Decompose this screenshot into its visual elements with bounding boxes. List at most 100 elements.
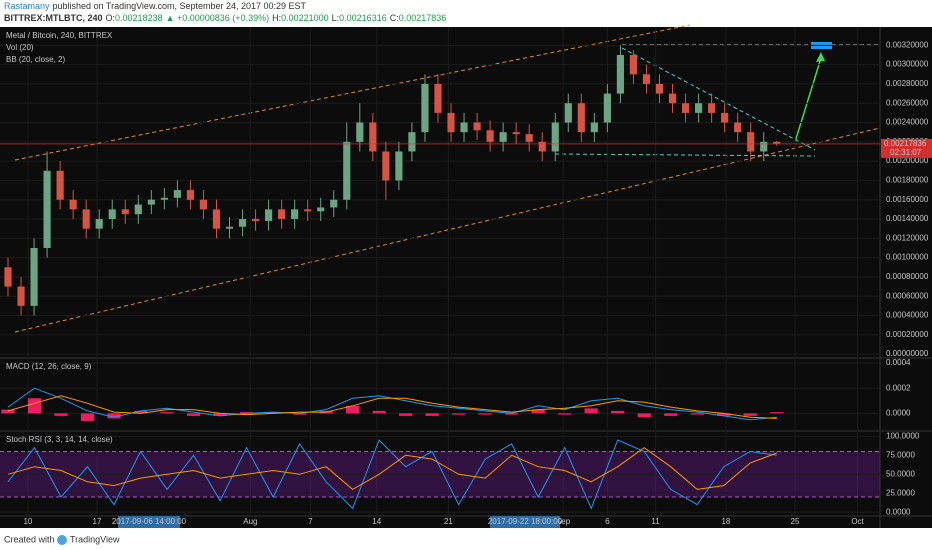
- candle-body: [291, 209, 299, 220]
- histogram-bar: [584, 408, 598, 414]
- candle-body: [251, 219, 260, 221]
- candle-body: [668, 93, 677, 104]
- candle-body: [603, 93, 611, 123]
- y-tick-label: 0.00200000: [886, 156, 929, 165]
- change: ▲ +0.00000836 (+0.39%): [166, 13, 269, 23]
- candle-body: [447, 112, 455, 133]
- candle-body: [681, 103, 690, 113]
- x-tick-label: 25: [791, 517, 800, 526]
- candle-body: [382, 151, 390, 181]
- candle-body: [734, 122, 742, 133]
- x-tick-label: 14: [372, 517, 381, 526]
- candle-body: [304, 209, 312, 212]
- candle-body: [82, 209, 90, 229]
- histogram-bar: [611, 410, 625, 414]
- panel-title: Stoch RSI (3, 3, 14, 14, close): [6, 435, 113, 444]
- x-tick-label: Sep: [556, 517, 571, 526]
- x-tick-label: 17: [93, 517, 102, 526]
- candle-body: [186, 190, 195, 200]
- candle-body: [17, 286, 25, 306]
- candle-body: [43, 170, 51, 248]
- channel-upper: [14, 24, 691, 161]
- y-tick-label: 0.0000: [886, 408, 911, 417]
- histogram-bar: [292, 413, 307, 415]
- candle-body: [369, 122, 377, 152]
- y-tick-label: 75.0000: [886, 450, 915, 459]
- x-tick-label: 21: [444, 517, 453, 526]
- author-link[interactable]: Rastamany: [4, 1, 50, 11]
- candle-body: [708, 103, 716, 113]
- ohlc-key: C:: [390, 13, 399, 23]
- candle-body: [773, 141, 781, 144]
- chart-area: [0, 27, 932, 528]
- candle-body: [421, 83, 429, 133]
- candle-body: [330, 199, 338, 208]
- footer-brand: TradingView: [70, 534, 120, 544]
- x-tick-label: Oct: [851, 517, 864, 526]
- x-tick-label: Aug: [243, 517, 257, 526]
- candle-body: [525, 134, 533, 142]
- header-line: Rastamany published on TradingView.com, S…: [4, 1, 307, 11]
- y-tick-label: 0.0000: [886, 507, 911, 516]
- footer-bar: [0, 528, 932, 550]
- y-tick-label: 0.00240000: [886, 118, 929, 127]
- x-tick-label: 11: [651, 517, 660, 526]
- histogram-bar: [239, 412, 254, 414]
- series-line: [7, 447, 777, 491]
- y-tick-label: 0.00160000: [886, 195, 929, 204]
- candle-body: [577, 103, 585, 133]
- histogram-bar: [743, 413, 757, 416]
- y-tick-label: 0.00060000: [886, 291, 929, 300]
- header-bar: [0, 0, 932, 27]
- ohlc-value: 0.00216316: [339, 13, 387, 23]
- brand-logo: [57, 535, 67, 545]
- x-tick-label: 7: [308, 517, 313, 526]
- series-line: [7, 439, 777, 510]
- y-tick-label: 0.00080000: [886, 272, 929, 281]
- candle-body: [108, 209, 116, 220]
- histogram-bar: [372, 410, 386, 414]
- triangle-lower: [554, 153, 816, 157]
- candle-body: [30, 247, 38, 306]
- candle-body: [265, 209, 273, 221]
- histogram-bar: [266, 412, 280, 414]
- ohlc-value: 0.00217836: [399, 13, 447, 23]
- candle-body: [747, 132, 755, 152]
- candle-body: [199, 199, 208, 210]
- ohlc-key: O:: [106, 13, 116, 23]
- series-line: [7, 395, 777, 419]
- histogram-bar: [637, 413, 651, 418]
- y-tick-label: 0.00020000: [886, 330, 929, 339]
- ohlc-value: 0.00221000: [281, 13, 329, 23]
- chart-title: Metal / Bitcoin, 240, BITTREX: [6, 31, 113, 40]
- candle-body: [512, 132, 520, 135]
- projection-arrow: [794, 57, 822, 143]
- histogram-bar: [452, 413, 466, 415]
- y-tick-label: 0.00180000: [886, 176, 929, 185]
- histogram-bar: [425, 413, 439, 416]
- histogram-bar: [54, 413, 68, 416]
- last-price-box: [881, 138, 932, 158]
- candle-body: [655, 83, 664, 94]
- histogram-bar: [505, 413, 519, 415]
- candle-body: [499, 132, 507, 142]
- candle-body: [134, 204, 142, 215]
- candle-body: [564, 103, 572, 123]
- ohlc-key: L:: [332, 13, 340, 23]
- channel-lower: [14, 127, 881, 333]
- candle-body: [616, 54, 624, 94]
- crosshair-date: 2017-09-06 14:00:00: [112, 517, 187, 526]
- y-tick-label: 0.00100000: [886, 253, 929, 262]
- arrow-head: [816, 52, 825, 62]
- y-tick-label: 100.0000: [886, 431, 920, 440]
- candle-body: [4, 267, 12, 287]
- candle-body: [147, 199, 155, 205]
- footer-text: Created with: [4, 534, 55, 544]
- y-tick-label: 0.00120000: [886, 233, 929, 242]
- candle-body: [694, 103, 703, 113]
- histogram-bar: [690, 413, 704, 415]
- countdown: 02:31:07: [890, 148, 922, 157]
- candle-body: [173, 190, 181, 198]
- ohlc-key: H:: [272, 13, 281, 23]
- histogram-bar: [531, 409, 545, 414]
